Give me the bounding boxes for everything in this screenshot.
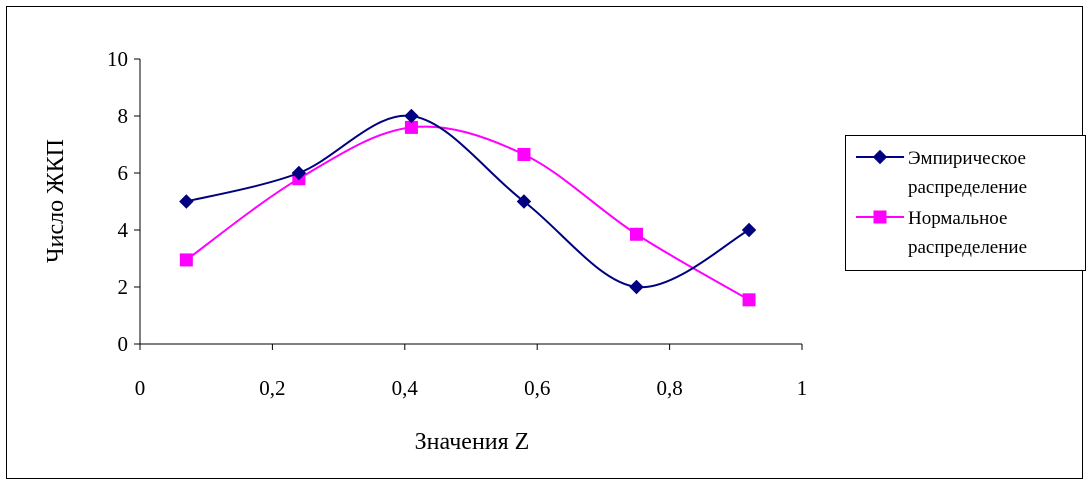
y-tick-label: 8 bbox=[118, 104, 129, 128]
plot-area: 0 2 4 6 8 10 0 0,2 0,4 0,6 0,8 1 bbox=[107, 47, 807, 400]
series-layer bbox=[179, 108, 757, 307]
x-tick-label: 0,8 bbox=[656, 376, 682, 400]
data-point bbox=[291, 165, 307, 181]
legend-label: распределение bbox=[908, 177, 1027, 198]
legend-label: распределение bbox=[908, 237, 1027, 258]
data-point bbox=[516, 194, 532, 209]
x-axis-title: Значения Z bbox=[415, 429, 530, 455]
y-tick-label: 0 bbox=[118, 332, 129, 356]
data-point bbox=[179, 194, 194, 209]
legend-items: Эмпирическое распределение Нормальное распр… bbox=[856, 148, 1027, 258]
y-axis-title: Число ЖКП bbox=[43, 139, 69, 263]
x-axis-ticks: 0 0,2 0,4 0,6 0,8 1 bbox=[135, 344, 808, 400]
y-axis-ticks: 0 2 4 6 8 10 bbox=[107, 47, 140, 356]
data-point bbox=[630, 227, 643, 241]
data-point bbox=[517, 147, 531, 161]
legend-item: Эмпирическое распределение bbox=[856, 148, 1027, 198]
y-tick-label: 10 bbox=[107, 47, 128, 71]
legend-item: Нормальное распределение bbox=[856, 208, 1027, 258]
x-tick-label: 1 bbox=[797, 376, 808, 400]
series-empirical bbox=[179, 108, 757, 295]
data-point bbox=[742, 293, 756, 307]
x-tick-label: 0,4 bbox=[392, 376, 419, 400]
y-tick-label: 2 bbox=[118, 275, 129, 299]
data-point bbox=[404, 108, 419, 124]
data-point bbox=[741, 222, 757, 238]
data-point bbox=[629, 279, 644, 295]
x-tick-label: 0 bbox=[135, 376, 146, 400]
legend-label: Нормальное bbox=[908, 208, 1007, 229]
legend-marker bbox=[873, 210, 887, 224]
x-tick-label: 0,6 bbox=[524, 376, 550, 400]
series-line bbox=[185, 125, 750, 301]
data-point bbox=[179, 253, 193, 267]
legend: Эмпирическое распределение Нормальное распр… bbox=[845, 135, 1086, 271]
y-tick-label: 4 bbox=[118, 218, 129, 242]
legend-label: Эмпирическое bbox=[908, 148, 1026, 169]
x-tick-label: 0,2 bbox=[259, 376, 285, 400]
legend-box bbox=[845, 135, 1086, 271]
y-tick-label: 6 bbox=[118, 161, 129, 185]
legend-marker bbox=[872, 149, 888, 165]
